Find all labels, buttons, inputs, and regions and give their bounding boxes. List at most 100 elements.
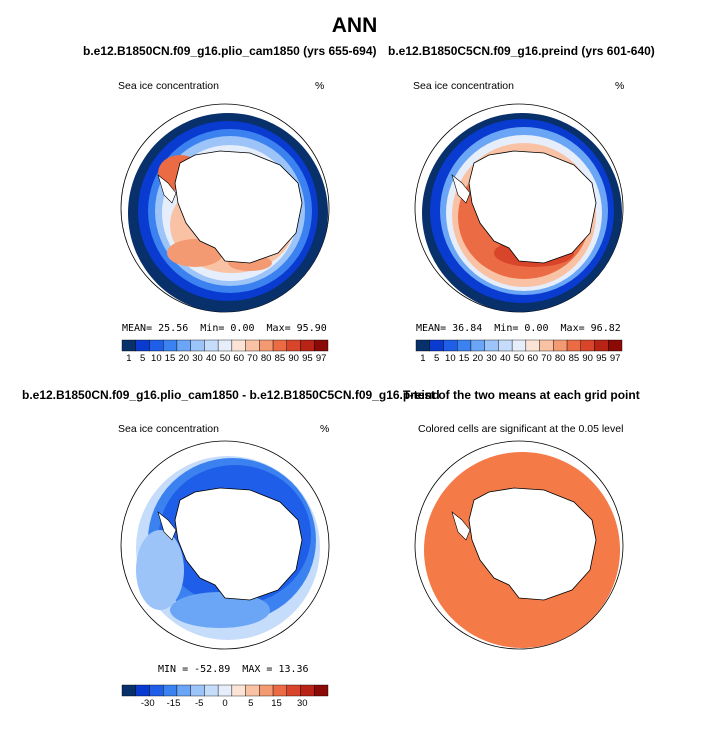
colorbar-swatch [149, 684, 164, 697]
panel2-units: % [615, 80, 625, 92]
colorbar-label: 85 [274, 353, 286, 364]
colorbar-label: 1 [126, 353, 132, 364]
colorbar-label: 95 [596, 353, 607, 364]
panel2-colorbar: 1 5 10 15 20 30 40 50 60 70 80 85 90 95 97 [415, 339, 623, 367]
colorbar-swatch [608, 339, 623, 352]
colorbar-swatch [259, 339, 274, 352]
panel1-mean-label: MEAN= [122, 323, 153, 334]
colorbar-swatch [231, 684, 246, 697]
colorbar-swatch [525, 339, 540, 352]
colorbar-label: 15 [458, 353, 470, 364]
panel1-units: % [315, 80, 325, 92]
panel3-colorbar: -30 -15 -5 0 5 15 30 [121, 684, 329, 712]
colorbar-swatch [176, 339, 191, 352]
colorbar-swatch [511, 339, 527, 352]
colorbar-swatch [470, 339, 485, 352]
panel3-max-value: 13.36 [278, 664, 309, 675]
colorbar-label: 0 [222, 698, 228, 709]
panel1-max-value: 95.90 [296, 323, 327, 334]
colorbar-label: 20 [472, 353, 484, 364]
colorbar-swatch [231, 339, 246, 352]
panel3-max-label: MAX = [242, 664, 273, 675]
colorbar-swatch [429, 339, 444, 352]
panel3-min-label: MIN = [158, 664, 189, 675]
panel2-mean-label: MEAN= [416, 323, 447, 334]
colorbar-label: 85 [568, 353, 580, 364]
panel3-title: b.e12.B1850CN.f09_g16.plio_cam1850 - b.e… [22, 388, 440, 402]
colorbar-swatch [539, 339, 554, 352]
colorbar-label: 5 [433, 353, 440, 364]
colorbar-swatch [314, 339, 329, 352]
colorbar-label: 50 [513, 353, 525, 364]
colorbar-label: 5 [139, 353, 146, 364]
colorbar-label: 5 [248, 698, 254, 709]
colorbar-swatch [163, 339, 178, 352]
panel1-title: b.e12.B1850CN.f09_g16.plio_cam1850 (yrs … [83, 44, 377, 58]
colorbar-swatch [566, 339, 581, 352]
colorbar-swatch [457, 339, 472, 352]
panel2-title: b.e12.B1850C5CN.f09_g16.preind (yrs 601-… [388, 44, 655, 58]
colorbar-label: 80 [260, 353, 272, 364]
colorbar-label: 30 [486, 353, 497, 364]
colorbar-label: 15 [271, 698, 282, 709]
colorbar-swatch [121, 684, 136, 697]
panel2-max-label: Max= [560, 323, 585, 334]
colorbar-swatch [259, 684, 274, 697]
colorbar-swatch [245, 339, 260, 352]
panel3-variable: Sea ice concentration [118, 423, 219, 435]
panel4-map [414, 440, 624, 650]
panel1-map [120, 103, 330, 313]
colorbar-label: 30 [192, 353, 203, 364]
colorbar-swatch [176, 684, 191, 697]
panel2-min-value: 0.00 [524, 323, 549, 334]
panel2-mean-value: 36.84 [452, 323, 483, 334]
colorbar-label: 20 [178, 353, 190, 364]
panel1-variable: Sea ice concentration [118, 80, 219, 92]
colorbar-swatch [286, 684, 301, 697]
colorbar-label: 30 [296, 698, 308, 709]
colorbar-swatch [190, 684, 205, 697]
panel1-min-value: 0.00 [230, 323, 255, 334]
colorbar-label: 80 [554, 353, 566, 364]
colorbar-swatch [163, 684, 178, 697]
colorbar-swatch [300, 339, 315, 352]
colorbar-label: 60 [233, 353, 245, 364]
colorbar-swatch [135, 339, 150, 352]
colorbar-label: -30 [140, 698, 155, 709]
panel2-min-label: Min= [494, 323, 519, 334]
colorbar-swatch [286, 339, 301, 352]
colorbar-swatch [190, 339, 205, 352]
colorbar-label: 40 [499, 353, 511, 364]
colorbar-label: 95 [302, 353, 313, 364]
panel1-min-label: Min= [200, 323, 225, 334]
colorbar-label: 10 [445, 353, 456, 364]
panel4-subtitle: Colored cells are significant at the 0.0… [418, 423, 624, 435]
colorbar-swatch [245, 684, 260, 697]
colorbar-swatch [217, 684, 233, 697]
panel1-max-label: Max= [266, 323, 291, 334]
colorbar-label: 70 [541, 353, 552, 364]
colorbar-swatch [204, 684, 219, 697]
colorbar-label: -5 [195, 698, 204, 709]
colorbar-swatch [121, 339, 136, 352]
colorbar-label: 70 [247, 353, 258, 364]
colorbar-label: 40 [205, 353, 217, 364]
panel3-map [120, 440, 330, 650]
colorbar-swatch [135, 684, 150, 697]
panel1-colorbar: 1 5 10 15 20 30 40 50 60 70 80 85 90 95 97 [121, 339, 329, 367]
panel2-map [414, 103, 624, 313]
colorbar-swatch [553, 339, 568, 352]
panel2-variable: Sea ice concentration [413, 80, 514, 92]
colorbar-swatch [217, 339, 233, 352]
panel3-units: % [320, 423, 330, 435]
colorbar-label: 97 [609, 353, 621, 364]
panel4-title: T-test of the two means at each grid poi… [403, 388, 640, 402]
colorbar-swatch [415, 339, 430, 352]
main-title: ANN [331, 14, 378, 37]
panel2-max-value: 96.82 [590, 323, 621, 334]
colorbar-swatch [300, 684, 315, 697]
colorbar-swatch [314, 684, 329, 697]
panel3-min-value: -52.89 [194, 664, 231, 675]
colorbar-swatch [443, 339, 458, 352]
colorbar-swatch [272, 684, 287, 697]
